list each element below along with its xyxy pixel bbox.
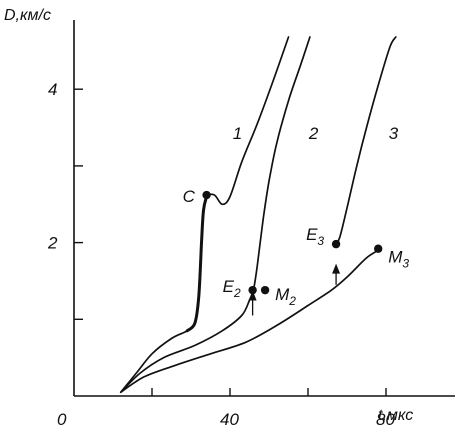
- point-label: E3: [306, 225, 324, 248]
- marker-point: [331, 239, 341, 249]
- point-label: M2: [275, 285, 296, 308]
- arrow-head: [332, 263, 341, 274]
- axes: [73, 20, 455, 397]
- series-label: 3: [389, 124, 399, 143]
- series-label: 1: [233, 124, 242, 143]
- series-label: 2: [308, 124, 319, 143]
- y-tick-label: 4: [48, 80, 57, 99]
- marker-point: [202, 190, 211, 200]
- y-axis-label: D,км/с: [4, 7, 51, 24]
- series-1-jump: [185, 195, 209, 333]
- points: C E2 M2 E3 M3: [183, 187, 410, 308]
- series-line-3: [119, 249, 380, 394]
- series-line-2: [119, 36, 311, 394]
- point-label: M3: [388, 248, 409, 271]
- point-label: C: [183, 187, 196, 206]
- y-tick-label: 2: [47, 234, 58, 253]
- point-label: E2: [223, 277, 241, 300]
- x-axis-label: t,мкс: [378, 407, 413, 424]
- x-tick-label: 40: [220, 410, 239, 429]
- marker-point: [260, 285, 270, 295]
- arrow-head: [248, 290, 257, 301]
- marker-point: [374, 244, 383, 253]
- marker-point: [248, 285, 257, 295]
- x-tick-label: 80: [376, 410, 395, 429]
- series-line-4: [335, 36, 397, 245]
- curves: 1 2 3: [119, 36, 399, 394]
- x-tick-label: 0: [57, 410, 67, 429]
- ticks: 0 40 80 2 4: [47, 80, 395, 429]
- arrows: [248, 263, 341, 316]
